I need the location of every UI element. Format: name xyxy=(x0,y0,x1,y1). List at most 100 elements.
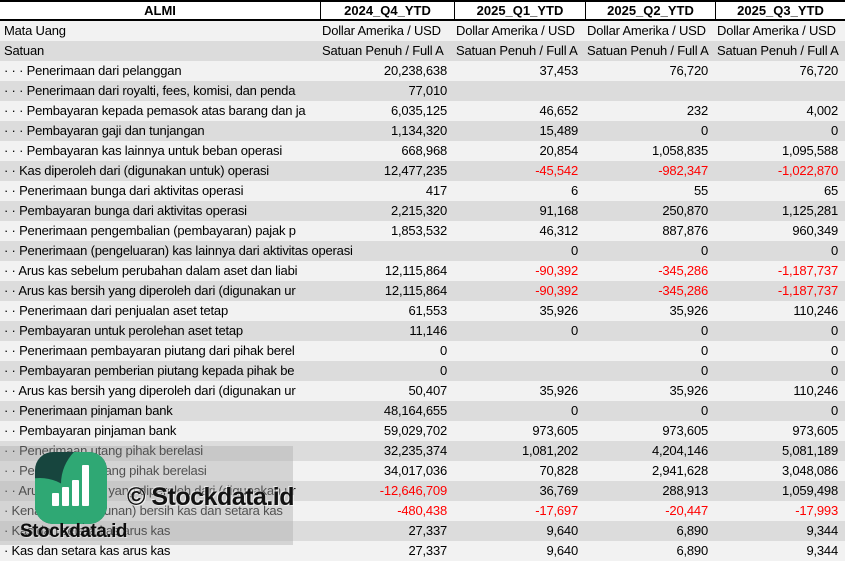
column-header-2025-q1: 2025_Q1_YTD xyxy=(454,2,585,19)
cell-value: -90,392 xyxy=(535,283,578,298)
cell-value: 65 xyxy=(823,183,838,198)
cell-value: 1,853,532 xyxy=(390,223,447,238)
table-row: · · Penerimaan bunga dari aktivitas oper… xyxy=(0,181,845,201)
cell-value: 110,246 xyxy=(793,383,838,398)
cell-value: 0 xyxy=(830,343,838,358)
row-label: · · Penerimaan pinjaman bank xyxy=(4,403,173,418)
cell-value: 2,215,320 xyxy=(390,203,447,218)
cell-value: 20,854 xyxy=(539,143,578,158)
cell-value: 59,029,702 xyxy=(383,423,447,438)
table-row: · · Penerimaan pinjaman bank 48,164,655 0 0… xyxy=(0,401,845,421)
cell-value: 288,913 xyxy=(662,483,708,498)
cell-value xyxy=(715,81,845,101)
cell-value: 76,720 xyxy=(669,63,708,78)
cell-value: Dollar Amerika / USD xyxy=(587,23,706,38)
table-row: · · · Penerimaan dari pelanggan 20,238,63… xyxy=(0,61,845,81)
logo-bar-icon xyxy=(62,487,69,506)
cell-value: 0 xyxy=(700,243,708,258)
cell-value: 61,553 xyxy=(408,303,447,318)
cell-value: 0 xyxy=(700,123,708,138)
cell-value: 11,146 xyxy=(409,323,447,338)
cell-value: -1,187,737 xyxy=(777,283,838,298)
cell-value: Satuan Penuh / Full A xyxy=(456,43,578,58)
cell-value: 0 xyxy=(830,323,838,338)
cell-value: 37,453 xyxy=(539,63,578,78)
row-label: · · Kas diperoleh dari (digunakan untuk)… xyxy=(4,163,269,178)
cell-value: Dollar Amerika / USD xyxy=(322,23,441,38)
row-label: · · Pembayaran pinjaman bank xyxy=(4,423,177,438)
cell-value: 0 xyxy=(439,363,447,378)
cell-value: 77,010 xyxy=(408,83,447,98)
cell-value: 0 xyxy=(700,343,708,358)
cell-value: 76,720 xyxy=(799,63,838,78)
table-row: · · · Penerimaan dari royalti, fees, kom… xyxy=(0,81,845,101)
table-row: · · Kas diperoleh dari (digunakan untuk)… xyxy=(0,161,845,181)
row-label: · · Penerimaan dari penjualan aset tetap xyxy=(4,303,228,318)
row-label: · · Arus kas bersih yang diperoleh dari … xyxy=(4,283,296,298)
cell-value: 6 xyxy=(570,183,578,198)
cell-value: 2,941,628 xyxy=(651,463,708,478)
cell-value: -480,438 xyxy=(397,503,447,518)
cell-value xyxy=(585,81,715,101)
cell-value: Dollar Amerika / USD xyxy=(717,23,836,38)
row-label: · · Penerimaan pengembalian (pembayaran)… xyxy=(4,223,296,238)
cell-value: -345,286 xyxy=(658,263,708,278)
cell-value: 1,125,281 xyxy=(781,203,838,218)
cell-value: 12,115,864 xyxy=(384,263,447,278)
cell-value: 0 xyxy=(700,403,708,418)
cell-value: 1,059,498 xyxy=(781,483,838,498)
table-row: · · Arus kas bersih yang diperoleh dari … xyxy=(0,381,845,401)
cell-value: 27,337 xyxy=(408,523,447,538)
table-row: · · Penerimaan utang pihak berelasi 32,23… xyxy=(0,441,845,461)
cell-value: 1,134,320 xyxy=(390,123,447,138)
cell-value: 0 xyxy=(830,243,838,258)
row-label: · · Arus kas bersih yang diperoleh dari … xyxy=(4,383,296,398)
table-row: · · Penerimaan (pengeluaran) kas lainnya… xyxy=(0,241,845,261)
table-row: · · Pembayaran pinjaman bank 59,029,702 97… xyxy=(0,421,845,441)
table-row: · · Pembayaran untuk perolehan aset teta… xyxy=(0,321,845,341)
cell-value: 91,168 xyxy=(539,203,578,218)
table-row: · Kas dan setara kas arus kas 27,337 9,640… xyxy=(0,541,845,561)
row-label: · · Pembayaran bunga dari aktivitas oper… xyxy=(4,203,247,218)
table-row: · · Arus kas bersih yang diperoleh dari … xyxy=(0,281,845,301)
cell-value: 35,926 xyxy=(669,303,708,318)
table-row: · · Pembayaran utang pihak berelasi34,01… xyxy=(0,461,845,481)
logo-bar-icon xyxy=(52,493,59,506)
cell-value: 3,048,086 xyxy=(781,463,838,478)
cell-value: Satuan Penuh / Full A xyxy=(587,43,709,58)
cell-value: 35,926 xyxy=(539,303,578,318)
cell-value: 9,640 xyxy=(546,543,578,558)
row-label: · · Penerimaan pembayaran piutang dari p… xyxy=(4,343,295,358)
cell-value: 46,312 xyxy=(539,223,578,238)
cell-value: 27,337 xyxy=(408,543,447,558)
cell-value: 0 xyxy=(439,343,447,358)
cell-value: 32,235,374 xyxy=(383,443,447,458)
cell-value: 1,081,202 xyxy=(521,443,578,458)
table-row: · · · Pembayaran kepada pemasok atas bar… xyxy=(0,101,845,121)
cell-value: 0 xyxy=(700,363,708,378)
row-label: · · · Pembayaran gaji dan tunjangan xyxy=(4,123,205,138)
row-label: · · Penerimaan bunga dari aktivitas oper… xyxy=(4,183,244,198)
row-label: · · Pembayaran untuk perolehan aset teta… xyxy=(4,323,243,338)
table-row: · · · Pembayaran gaji dan tunjangan 1,134… xyxy=(0,121,845,141)
table-header: ALMI 2024_Q4_YTD 2025_Q1_YTD 2025_Q2_YTD… xyxy=(0,0,845,21)
row-label: · · Pembayaran pemberian piutang kepada … xyxy=(4,363,295,378)
cell-value: 35,926 xyxy=(669,383,708,398)
cell-value: 5,081,189 xyxy=(781,443,838,458)
cell-value: -90,392 xyxy=(535,263,578,278)
cell-value: 12,115,864 xyxy=(384,283,447,298)
cell-value: 0 xyxy=(700,323,708,338)
cell-value: 35,926 xyxy=(539,383,578,398)
cell-value: 6,890 xyxy=(676,543,708,558)
cell-value: -345,286 xyxy=(658,283,708,298)
cell-value: 0 xyxy=(570,323,578,338)
cell-value: 110,246 xyxy=(793,303,838,318)
logo-bar-icon xyxy=(82,465,89,506)
column-header-2024-q4: 2024_Q4_YTD xyxy=(320,2,454,19)
company-ticker-header: ALMI xyxy=(144,3,176,18)
cell-value: 417 xyxy=(425,183,447,198)
table-row: · Kenaikan (penurunan) bersih kas dan se… xyxy=(0,501,845,521)
cell-value: 973,605 xyxy=(662,423,708,438)
cell-value: 4,204,146 xyxy=(651,443,708,458)
